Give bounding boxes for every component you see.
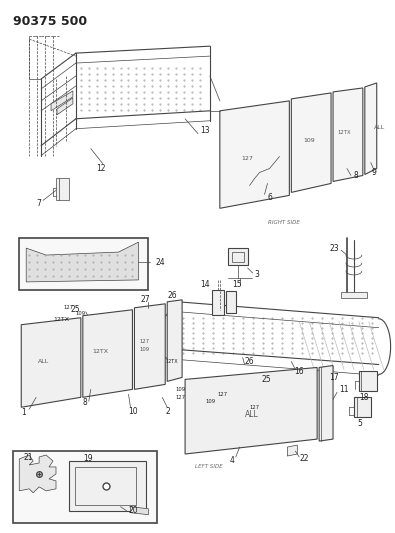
Text: 14: 14 xyxy=(200,280,210,289)
Text: 127: 127 xyxy=(175,395,185,400)
Polygon shape xyxy=(220,101,290,208)
Text: 24: 24 xyxy=(155,257,165,266)
Bar xyxy=(75,467,136,505)
Text: 2: 2 xyxy=(165,407,170,416)
Polygon shape xyxy=(51,91,73,111)
Text: 127: 127 xyxy=(218,392,228,397)
Text: 19: 19 xyxy=(83,455,92,464)
Text: 1: 1 xyxy=(21,408,26,417)
Bar xyxy=(19,238,149,290)
Text: 25: 25 xyxy=(261,375,271,384)
Polygon shape xyxy=(212,290,224,315)
Text: 7: 7 xyxy=(36,199,41,208)
Text: 22: 22 xyxy=(299,455,309,464)
Text: 18: 18 xyxy=(359,393,369,402)
Polygon shape xyxy=(341,292,367,298)
Text: 12: 12 xyxy=(96,164,105,173)
Polygon shape xyxy=(288,445,297,456)
Polygon shape xyxy=(292,93,331,192)
Text: ALL: ALL xyxy=(38,359,49,364)
Bar xyxy=(13,451,157,523)
Text: 23: 23 xyxy=(329,244,339,253)
Text: 5: 5 xyxy=(357,419,362,427)
Polygon shape xyxy=(134,304,165,389)
Text: ALL: ALL xyxy=(245,410,258,419)
Polygon shape xyxy=(333,88,363,181)
Text: 27: 27 xyxy=(140,295,150,304)
Polygon shape xyxy=(185,367,317,454)
Text: ALL: ALL xyxy=(374,125,386,130)
Text: 109: 109 xyxy=(139,347,149,352)
Polygon shape xyxy=(26,242,138,282)
Text: 11: 11 xyxy=(339,385,348,394)
Polygon shape xyxy=(226,291,236,313)
Text: 26: 26 xyxy=(167,292,177,301)
Text: 90375 500: 90375 500 xyxy=(13,15,87,28)
Polygon shape xyxy=(319,366,333,441)
Text: 12TX: 12TX xyxy=(337,130,351,135)
Text: 15: 15 xyxy=(232,280,241,289)
Polygon shape xyxy=(130,507,149,515)
Text: 109: 109 xyxy=(175,387,185,392)
Text: 109: 109 xyxy=(76,311,86,316)
Text: 127: 127 xyxy=(250,405,260,410)
Text: LEFT SIDE: LEFT SIDE xyxy=(195,464,223,470)
Text: 20: 20 xyxy=(128,506,138,515)
Text: 8: 8 xyxy=(83,398,88,407)
Text: 21: 21 xyxy=(23,453,33,462)
Polygon shape xyxy=(21,318,81,407)
Text: 10: 10 xyxy=(128,407,138,416)
Text: 127: 127 xyxy=(63,305,73,310)
Bar xyxy=(69,461,147,511)
Text: 9: 9 xyxy=(371,168,376,177)
Text: 26: 26 xyxy=(245,357,254,366)
Polygon shape xyxy=(83,310,132,397)
Text: 109: 109 xyxy=(303,138,315,143)
Text: 109: 109 xyxy=(205,399,215,404)
Text: 3: 3 xyxy=(255,270,260,279)
Polygon shape xyxy=(359,372,377,391)
Text: 17: 17 xyxy=(329,373,339,382)
Polygon shape xyxy=(57,98,73,115)
Text: 16: 16 xyxy=(294,367,304,376)
Text: 25: 25 xyxy=(71,305,81,314)
Text: 127: 127 xyxy=(139,339,149,344)
Polygon shape xyxy=(354,397,371,417)
Polygon shape xyxy=(56,179,69,200)
Text: 4: 4 xyxy=(230,456,235,465)
Text: 8: 8 xyxy=(354,171,359,180)
Text: 13: 13 xyxy=(200,126,210,135)
Text: 127: 127 xyxy=(242,156,254,161)
Text: 12TX: 12TX xyxy=(93,349,109,354)
Polygon shape xyxy=(365,83,377,174)
Text: 6: 6 xyxy=(267,193,273,202)
Polygon shape xyxy=(19,455,56,493)
Polygon shape xyxy=(228,248,248,265)
Text: 12TX: 12TX xyxy=(53,317,69,322)
Text: 12TX: 12TX xyxy=(165,359,178,364)
Text: RIGHT SIDE: RIGHT SIDE xyxy=(269,220,300,225)
Polygon shape xyxy=(167,300,182,382)
